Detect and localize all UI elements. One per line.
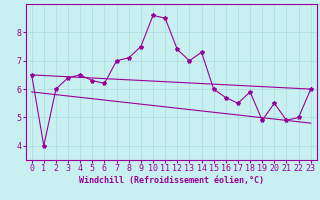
X-axis label: Windchill (Refroidissement éolien,°C): Windchill (Refroidissement éolien,°C) <box>79 176 264 185</box>
